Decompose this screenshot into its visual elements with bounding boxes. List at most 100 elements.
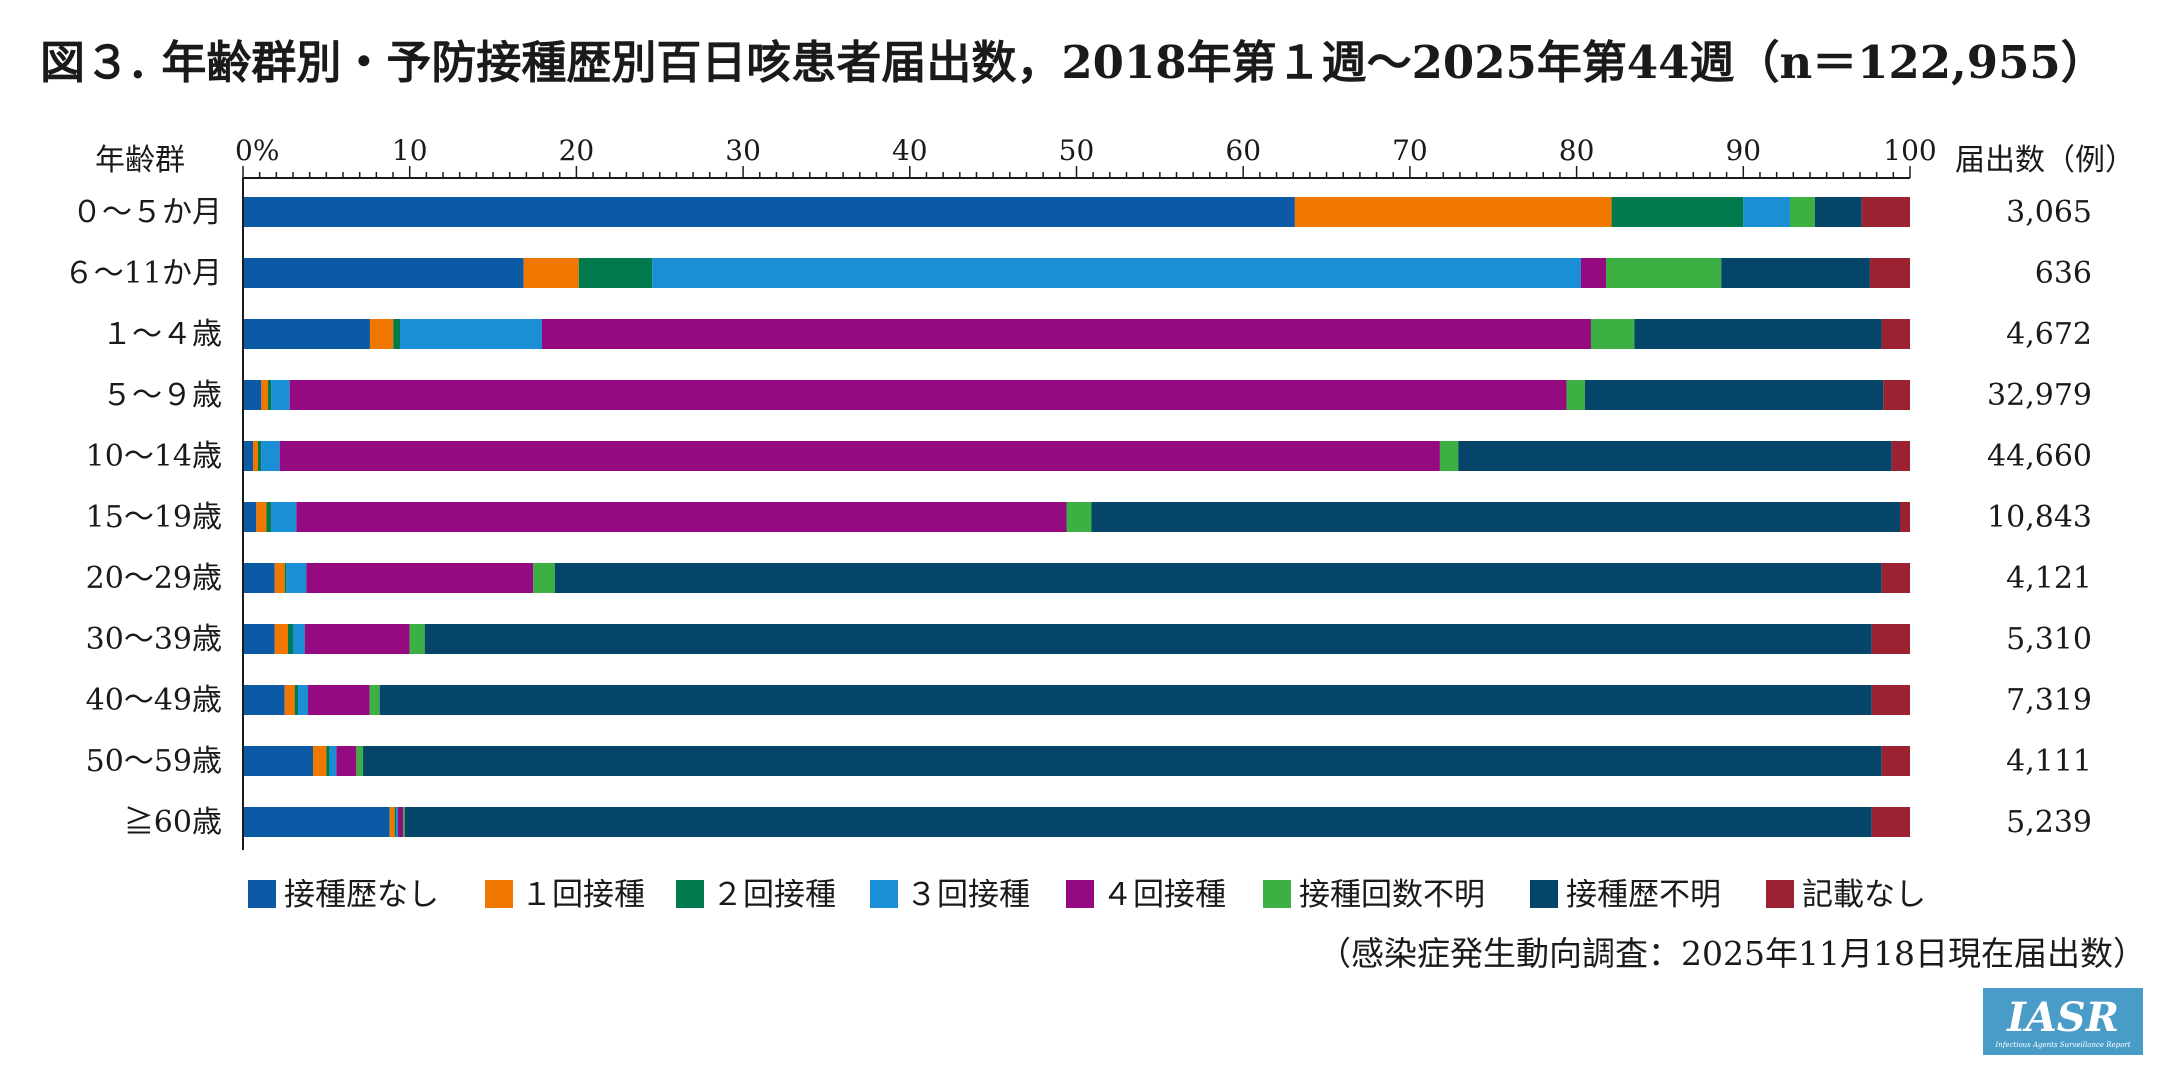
bar-segment bbox=[274, 563, 285, 593]
bar-segment bbox=[243, 380, 262, 410]
bar-segment bbox=[1458, 441, 1892, 471]
bar-segment bbox=[258, 441, 262, 471]
x-axis: 0% 10 20 30 40 50 60 70 80 90 100 bbox=[235, 134, 1937, 179]
bar-segment bbox=[400, 319, 542, 349]
bar-segment bbox=[394, 807, 397, 837]
bar-segment bbox=[261, 380, 269, 410]
legend-label: 接種歴なし bbox=[284, 877, 439, 913]
legend-label: 接種回数不明 bbox=[1299, 877, 1485, 913]
legend-label: ４回接種 bbox=[1102, 877, 1226, 913]
bar-segment bbox=[1789, 197, 1815, 227]
bar-segment bbox=[652, 258, 1581, 288]
bar-segment bbox=[253, 441, 259, 471]
bar-segment bbox=[336, 746, 357, 776]
bar-segment bbox=[274, 624, 289, 654]
bar-segment bbox=[286, 563, 307, 593]
legend: 接種歴なし １回接種 ２回接種 ３回接種 ４回接種 接種回数不明 接種歴不明 記載なし bbox=[248, 877, 1926, 913]
bar-segment bbox=[266, 502, 272, 532]
bar-segment bbox=[293, 624, 305, 654]
x-tick-label: 20 bbox=[559, 134, 595, 167]
category-label: ０～５か月 bbox=[72, 195, 222, 230]
bar-segment bbox=[424, 624, 1872, 654]
count-label: 44,660 bbox=[1987, 439, 2092, 474]
count-label: 10,843 bbox=[1987, 500, 2092, 535]
x-tick-label: 90 bbox=[1725, 134, 1761, 167]
bar-segment bbox=[1891, 441, 1910, 471]
bar-segment bbox=[1605, 258, 1722, 288]
legend-swatch bbox=[1066, 880, 1094, 908]
logo-subtitle: Infectious Agents Surveillance Report bbox=[1994, 1041, 2130, 1049]
bar-segment bbox=[329, 746, 337, 776]
legend-label: 接種歴不明 bbox=[1566, 877, 1721, 913]
y-axis-label: 年齢群 bbox=[95, 143, 185, 178]
bar-segment bbox=[1871, 624, 1910, 654]
legend-swatch bbox=[1766, 880, 1794, 908]
bar-segment bbox=[284, 563, 287, 593]
bar-segment bbox=[296, 502, 1067, 532]
bar-segment bbox=[396, 807, 399, 837]
bar-segment bbox=[268, 380, 272, 410]
bar-segment bbox=[369, 685, 380, 715]
x-tick-label: 30 bbox=[725, 134, 761, 167]
count-header: 届出数（例） bbox=[1955, 143, 2135, 178]
bar-segment bbox=[243, 502, 257, 532]
count-labels: 3,065 636 4,672 32,979 44,660 10,843 4,121 5,31… bbox=[1987, 195, 2092, 840]
legend-label: １回接種 bbox=[521, 877, 645, 913]
legend-swatch bbox=[248, 880, 276, 908]
count-label: 5,310 bbox=[2006, 622, 2092, 657]
chart-title: 図３. 年齢群別・予防接種歴別百日咳患者届出数，2018年第１週～2025年第4… bbox=[40, 36, 2106, 89]
bar-segment bbox=[243, 685, 285, 715]
bar-segment bbox=[1861, 197, 1910, 227]
bar-segment bbox=[379, 685, 1872, 715]
bar-segment bbox=[256, 502, 267, 532]
bar-segment bbox=[1869, 258, 1910, 288]
bar-segment bbox=[369, 319, 394, 349]
logo-box bbox=[1983, 988, 2143, 1055]
bar-segment bbox=[356, 746, 364, 776]
category-label: ≧60歳 bbox=[124, 805, 222, 840]
bar-segment bbox=[1871, 685, 1910, 715]
bar-segment bbox=[1881, 563, 1910, 593]
bar-segment bbox=[1634, 319, 1882, 349]
bar-segment bbox=[1294, 197, 1612, 227]
count-label: 3,065 bbox=[2006, 195, 2092, 230]
bar-segment bbox=[578, 258, 653, 288]
legend-label: ２回接種 bbox=[712, 877, 836, 913]
bar-segment bbox=[279, 441, 1440, 471]
x-tick-label: 70 bbox=[1392, 134, 1428, 167]
count-label: 4,111 bbox=[2006, 744, 2092, 779]
bar-segment bbox=[389, 807, 395, 837]
bar-segment bbox=[1721, 258, 1870, 288]
iasr-logo: IASR Infectious Agents Surveillance Repo… bbox=[1983, 988, 2143, 1055]
bar-segment bbox=[1611, 197, 1744, 227]
x-tick-label: 100 bbox=[1883, 134, 1936, 167]
legend-label: 記載なし bbox=[1802, 877, 1926, 913]
x-tick-label: 0% bbox=[235, 134, 279, 167]
count-label: 636 bbox=[2035, 256, 2092, 291]
bar-segment bbox=[1883, 380, 1910, 410]
category-label: 15～19歳 bbox=[86, 500, 222, 535]
bar-segment bbox=[523, 258, 579, 288]
bar-segment bbox=[243, 258, 524, 288]
x-tick-label: 10 bbox=[392, 134, 428, 167]
count-label: 5,239 bbox=[2006, 805, 2092, 840]
bar-segment bbox=[1871, 807, 1910, 837]
legend-swatch bbox=[1530, 880, 1558, 908]
bar-segment bbox=[541, 319, 1591, 349]
bar-segment bbox=[393, 319, 401, 349]
bar-segment bbox=[1566, 380, 1585, 410]
count-label: 4,121 bbox=[2006, 561, 2092, 596]
legend-swatch bbox=[485, 880, 513, 908]
bar-segment bbox=[271, 502, 297, 532]
category-label: 40～49歳 bbox=[86, 683, 222, 718]
category-label: 30～39歳 bbox=[86, 622, 222, 657]
category-labels: ０～５か月 ６～11か月 １～４歳 ５～９歳 10～14歳 15～19歳 20～29歳 30～… bbox=[64, 195, 222, 840]
bar-segment bbox=[1590, 319, 1635, 349]
legend-swatch bbox=[676, 880, 704, 908]
x-tick-label: 40 bbox=[892, 134, 928, 167]
bar-segment bbox=[271, 380, 290, 410]
bar-segment bbox=[288, 624, 294, 654]
count-label: 7,319 bbox=[2006, 683, 2092, 718]
bar-segment bbox=[313, 746, 327, 776]
bar-segment bbox=[243, 624, 275, 654]
